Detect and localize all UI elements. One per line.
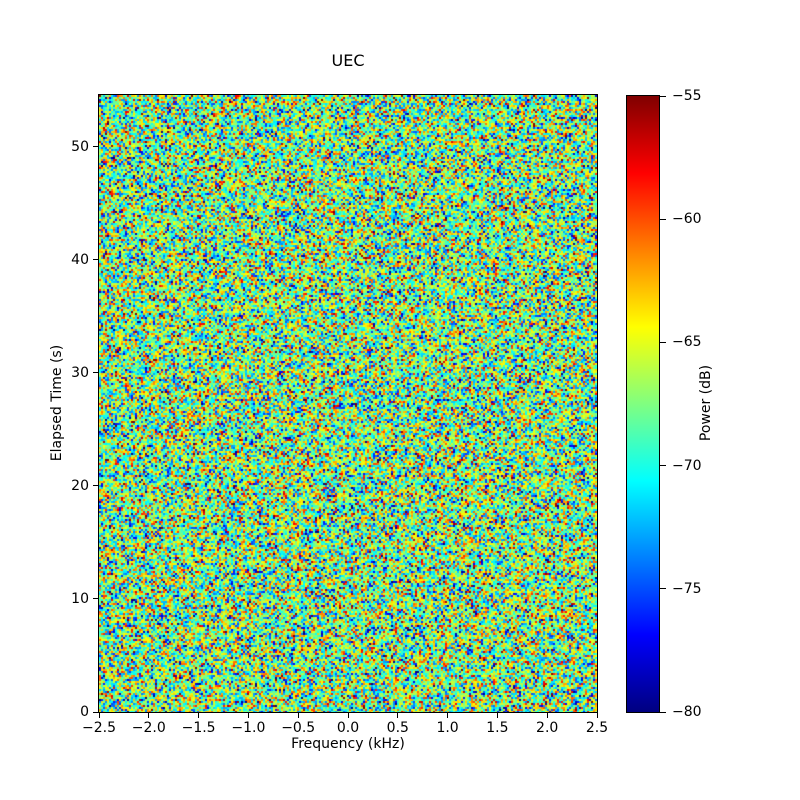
x-tick-mark xyxy=(198,713,200,718)
spectrogram-heatmap xyxy=(99,95,597,712)
y-tick-label: 40 xyxy=(71,251,89,268)
y-axis-label: Elapsed Time (s) xyxy=(49,344,65,462)
plot-title: UEC xyxy=(331,51,365,70)
x-tick-label: −1.0 xyxy=(231,720,266,736)
x-tick-mark xyxy=(397,713,399,718)
colorbar-tick-mark xyxy=(660,341,666,343)
x-tick-mark xyxy=(247,713,249,718)
y-tick-mark xyxy=(93,372,98,374)
colorbar-tick-mark xyxy=(660,711,666,713)
y-tick-label: 0 xyxy=(80,704,89,720)
x-tick-mark xyxy=(297,713,299,718)
y-tick-label: 20 xyxy=(71,477,89,494)
y-tick-mark xyxy=(93,711,98,713)
x-tick-mark xyxy=(596,713,598,718)
x-tick-mark xyxy=(546,713,548,718)
x-tick-mark xyxy=(98,713,100,718)
y-tick-mark xyxy=(93,485,98,487)
colorbar-tick-mark xyxy=(660,218,666,220)
colorbar-tick-label: −65 xyxy=(672,334,702,351)
colorbar-tick-label: −55 xyxy=(672,88,702,104)
x-tick-label: −2.0 xyxy=(131,720,166,736)
colorbar-tick-label: −80 xyxy=(672,704,702,720)
y-tick-label: 50 xyxy=(71,138,89,155)
x-tick-label: −1.5 xyxy=(181,720,216,736)
colorbar xyxy=(626,95,660,713)
x-tick-mark xyxy=(148,713,150,718)
x-tick-mark xyxy=(347,713,349,718)
plot-area xyxy=(98,94,598,713)
colorbar-tick-label: −75 xyxy=(672,580,702,597)
y-tick-mark xyxy=(93,259,98,261)
x-tick-label: 2.5 xyxy=(585,720,609,736)
colorbar-tick-label: −70 xyxy=(672,457,702,474)
x-tick-label: 2.0 xyxy=(536,720,559,736)
x-tick-label: −2.5 xyxy=(82,720,116,736)
y-tick-mark xyxy=(93,146,98,148)
y-tick-label: 30 xyxy=(71,364,89,381)
x-tick-mark xyxy=(496,713,498,718)
x-tick-label: 0.0 xyxy=(336,720,360,736)
y-tick-mark xyxy=(93,598,98,600)
x-tick-label: 1.0 xyxy=(436,720,459,736)
colorbar-tick-label: −60 xyxy=(672,211,702,228)
y-tick-label: 10 xyxy=(71,590,89,607)
x-tick-mark xyxy=(447,713,449,718)
colorbar-tick-mark xyxy=(660,588,666,590)
x-axis-label: Frequency (kHz) xyxy=(291,736,405,752)
x-tick-label: −0.5 xyxy=(281,720,316,736)
colorbar-tick-mark xyxy=(660,465,666,467)
x-tick-label: 0.5 xyxy=(386,720,409,736)
colorbar-tick-mark xyxy=(660,95,666,97)
colorbar-label: Power (dB) xyxy=(698,364,714,442)
x-tick-label: 1.5 xyxy=(486,720,509,736)
